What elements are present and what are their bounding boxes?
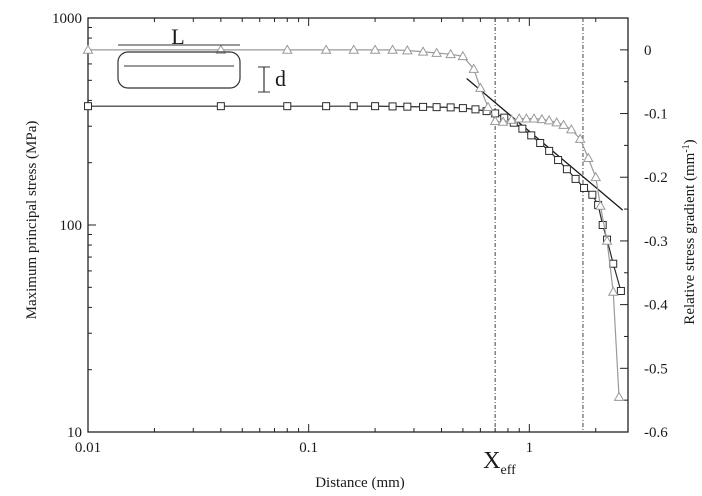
y-right-tick-label: -0.1 bbox=[644, 107, 668, 123]
square-marker-point bbox=[371, 102, 380, 111]
square-marker-point bbox=[283, 102, 292, 111]
y-right-tick-label: -0.3 bbox=[644, 234, 668, 250]
triangle-marker-point bbox=[607, 286, 619, 296]
square-marker-point bbox=[554, 156, 563, 165]
y-right-tick-label: 0 bbox=[644, 43, 652, 59]
triangle-marker-point bbox=[445, 48, 457, 59]
triangle-marker-point bbox=[551, 116, 563, 127]
triangle-marker-point bbox=[613, 391, 625, 401]
y-left-tick-label: 1000 bbox=[52, 11, 82, 27]
triangle-marker-point bbox=[558, 119, 569, 129]
specimen-shape bbox=[117, 51, 241, 89]
square-marker-point bbox=[216, 102, 225, 111]
square-marker-point bbox=[609, 259, 618, 268]
plot-border bbox=[87, 17, 629, 433]
y-left-tick-label: 10 bbox=[67, 425, 82, 441]
length-label: L bbox=[171, 24, 184, 49]
triangle-marker-point bbox=[528, 113, 540, 123]
square-marker-point bbox=[580, 183, 589, 192]
y-right-tick-label: -0.4 bbox=[644, 298, 668, 314]
triangle-marker-point bbox=[417, 46, 429, 56]
tangent-line-group bbox=[466, 78, 624, 211]
y-right-axis-label-close: ) bbox=[682, 139, 698, 144]
plot-frame bbox=[87, 17, 629, 433]
triangle-marker-point bbox=[497, 116, 509, 126]
triangle-marker-point bbox=[82, 44, 94, 54]
triangle-marker-point bbox=[543, 115, 555, 125]
y-right-axis-label-main: Relative stress gradient (mm bbox=[682, 152, 698, 324]
x-tick-label: 1 bbox=[526, 440, 534, 456]
square-marker-point bbox=[446, 103, 455, 112]
series-triangle-line bbox=[88, 49, 620, 398]
triangle-marker-point bbox=[601, 235, 613, 245]
triangle-marker-point bbox=[574, 133, 586, 143]
x-tick-label: 0.1 bbox=[299, 440, 318, 456]
square-marker-point bbox=[562, 165, 571, 174]
y-right-tick-label: -0.6 bbox=[644, 425, 668, 441]
triangle-marker-point bbox=[482, 101, 494, 112]
vertical-reference-lines: Xeff bbox=[483, 18, 584, 478]
x-tick-label: 0.01 bbox=[75, 440, 101, 456]
triangle-marker-point bbox=[215, 44, 227, 54]
square-marker-point bbox=[518, 124, 527, 133]
square-marker-point bbox=[458, 104, 467, 113]
triangle-marker-point bbox=[565, 123, 577, 134]
triangle-marker-point bbox=[489, 115, 501, 126]
x-eff-label: Xeff bbox=[483, 448, 516, 478]
triangle-marker-point bbox=[431, 47, 442, 57]
square-marker-point bbox=[419, 102, 428, 111]
series-square-line bbox=[88, 105, 622, 292]
square-marker-point bbox=[322, 102, 331, 111]
triangle-marker-point bbox=[513, 113, 525, 123]
triangle-marker-point bbox=[387, 44, 398, 54]
triangle-marker-point bbox=[401, 44, 413, 55]
y-right-axis-ticks: 0 -0.1 -0.2 -0.3 -0.4 -0.5 -0.6 bbox=[620, 43, 668, 441]
triangle-marker-point bbox=[590, 171, 602, 182]
triangle-marker-point bbox=[468, 63, 480, 73]
tangent-line bbox=[466, 78, 624, 211]
y-right-tick-label: -0.2 bbox=[644, 170, 668, 186]
square-marker-point bbox=[536, 138, 545, 147]
triangle-marker-point bbox=[281, 44, 293, 54]
triangle-marker-point bbox=[595, 200, 606, 210]
x-eff-label-main: X bbox=[483, 448, 500, 474]
triangle-marker-point bbox=[536, 113, 548, 124]
square-marker-point bbox=[571, 174, 580, 183]
square-marker-point bbox=[588, 190, 597, 199]
x-axis-ticks: 0.01 0.1 1 bbox=[75, 18, 597, 456]
y-right-tick-label: -0.5 bbox=[644, 361, 668, 377]
depth-label: d bbox=[275, 66, 286, 91]
y-left-tick-label: 100 bbox=[60, 218, 83, 234]
square-marker-point bbox=[388, 102, 397, 111]
square-marker-point bbox=[349, 102, 358, 111]
x-eff-label-sub: eff bbox=[500, 463, 516, 478]
square-marker-point bbox=[84, 102, 92, 111]
square-marker-point bbox=[471, 105, 480, 114]
y-right-axis-label-sup: -1 bbox=[681, 144, 692, 152]
square-marker-point bbox=[598, 221, 607, 229]
specimen-inset: L d bbox=[117, 24, 286, 93]
x-axis-label: Distance (mm) bbox=[315, 475, 405, 491]
triangle-marker-point bbox=[506, 114, 517, 124]
y-right-axis-label: Relative stress gradient (mm-1) bbox=[681, 139, 698, 324]
triangle-marker-point bbox=[457, 50, 469, 61]
square-marker-point bbox=[527, 131, 536, 140]
triangle-marker-point bbox=[582, 152, 594, 162]
square-marker-point bbox=[616, 286, 625, 295]
y-left-axis-ticks: 10 100 1000 bbox=[52, 11, 96, 441]
triangle-marker-point bbox=[475, 82, 486, 92]
triangle-marker-point bbox=[348, 44, 360, 54]
series-layer bbox=[82, 44, 625, 401]
square-marker-point bbox=[432, 103, 441, 112]
square-marker-point bbox=[545, 146, 554, 155]
triangle-marker-point bbox=[369, 44, 381, 54]
triangle-marker-point bbox=[320, 44, 332, 54]
triangle-marker-point bbox=[521, 113, 532, 123]
y-left-axis-label: Maximum principal stress (MPa) bbox=[24, 121, 40, 320]
square-marker-point bbox=[403, 102, 412, 111]
